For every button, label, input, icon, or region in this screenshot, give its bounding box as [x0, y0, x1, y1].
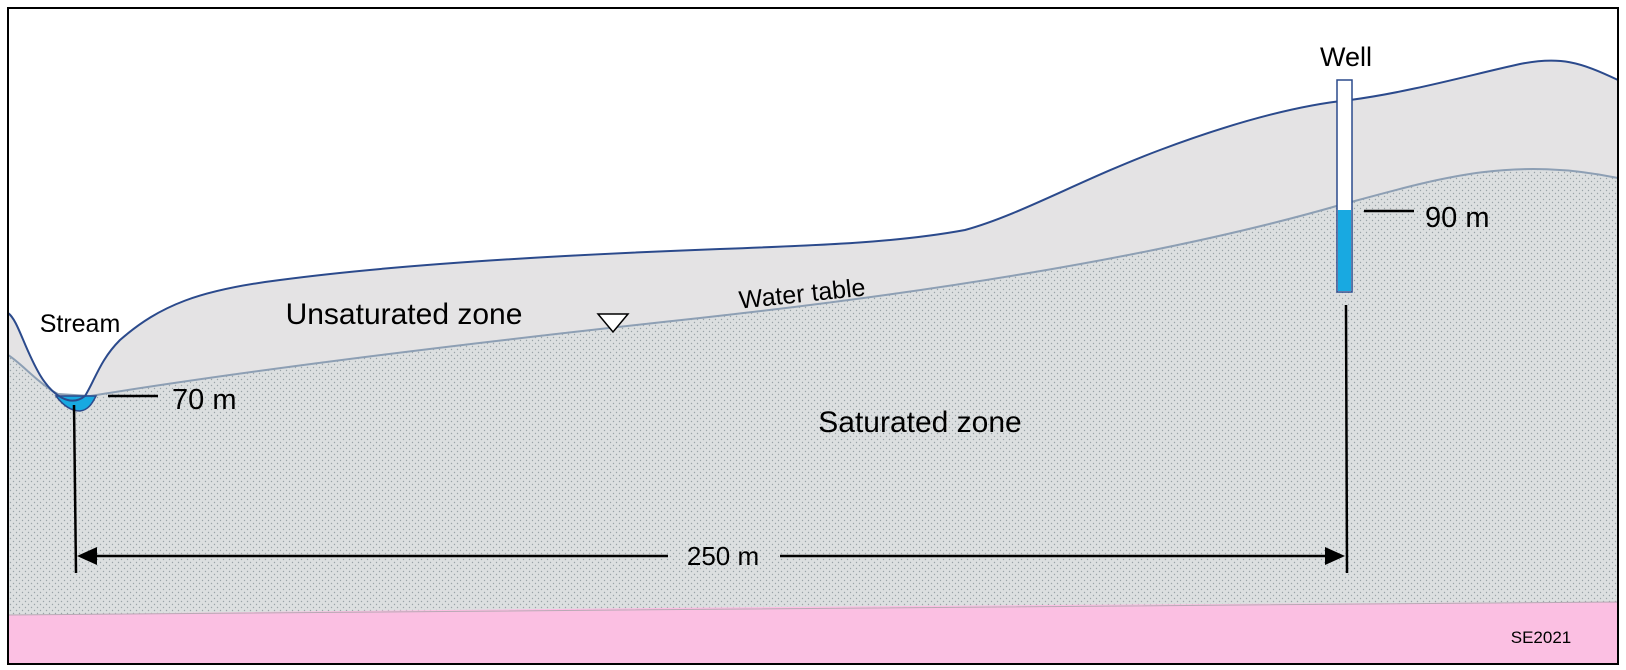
- credit-label: SE2021: [1511, 628, 1572, 647]
- unsaturated-zone-label: Unsaturated zone: [286, 298, 523, 331]
- well-level-label: 90 m: [1425, 202, 1489, 234]
- well: [1336, 79, 1353, 293]
- saturated-zone-label: Saturated zone: [818, 406, 1021, 439]
- stream-label: Stream: [40, 310, 121, 338]
- well-vertical-line: [1344, 304, 1349, 574]
- stream-level-label: 70 m: [172, 384, 236, 416]
- saturated-zone-stipple: [8, 169, 1618, 664]
- distance-label: 250 m: [687, 541, 759, 571]
- well-label: Well: [1320, 42, 1372, 72]
- stream-vertical-line: [72, 404, 78, 574]
- water-table-line: [7, 168, 1619, 398]
- distance-arrow: [77, 547, 1345, 565]
- frame-border: [7, 7, 1619, 665]
- bedrock-layer: [7, 601, 1619, 665]
- well-water: [1338, 210, 1351, 291]
- inverted-triangle-icon: [596, 313, 630, 334]
- ground-surface-line: [7, 59, 1619, 402]
